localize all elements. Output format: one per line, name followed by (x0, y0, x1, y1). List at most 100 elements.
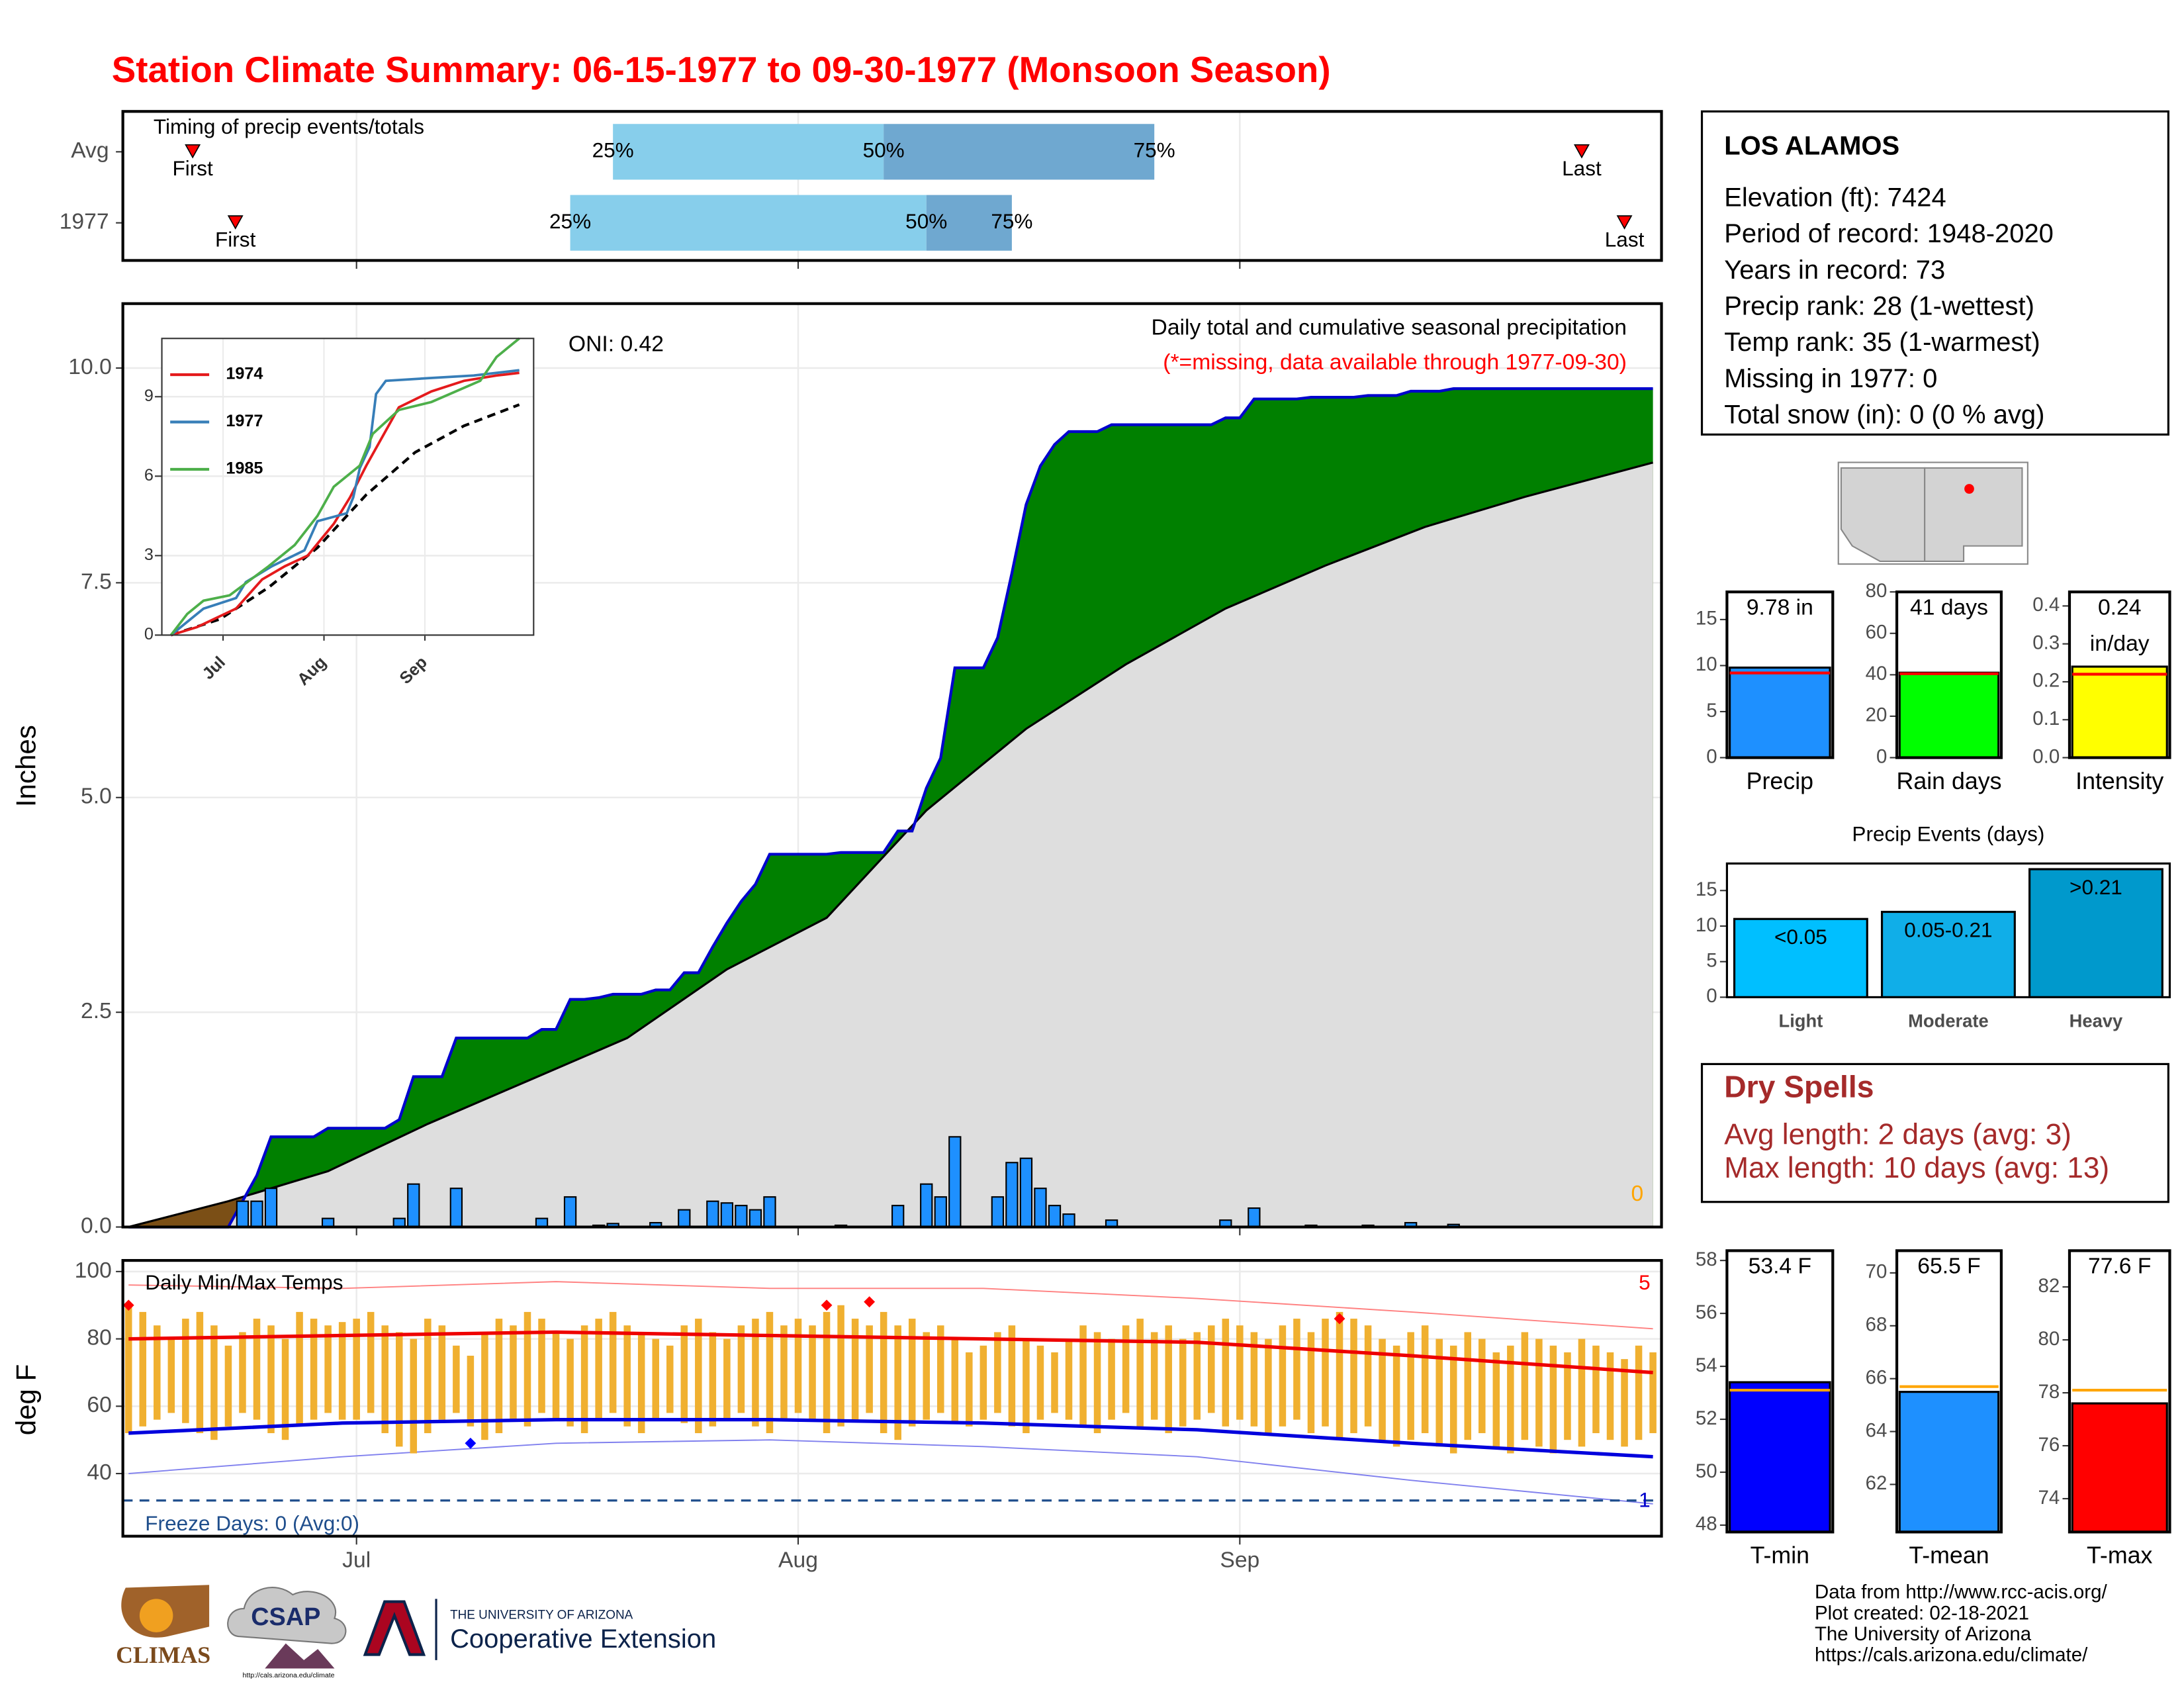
legend-label: 1977 (226, 412, 263, 430)
temp-bar (1136, 1319, 1144, 1427)
footer-line: https://cals.arizona.edu/climate/ (1815, 1644, 2088, 1665)
temp-bar (937, 1325, 944, 1413)
x-tick-label: Sep (1220, 1548, 1259, 1572)
y-tick-label: 50 (1696, 1460, 1717, 1482)
temp-bar (880, 1311, 887, 1434)
record-marker (465, 1437, 477, 1449)
y-tick-label: 0.0 (2032, 745, 2060, 767)
y-tick-label: 60 (1866, 622, 1888, 643)
daily-bar (891, 1205, 905, 1228)
y-axis-label: Inches (11, 725, 42, 807)
temp-bar (552, 1332, 560, 1420)
quartile-label: 25% (549, 209, 591, 233)
x-label: Precip (1747, 768, 1813, 794)
y-tick-label: 54 (1696, 1354, 1717, 1376)
temp-bar (424, 1319, 432, 1434)
y-tick-label: 78 (2038, 1381, 2060, 1403)
temp-bar (1592, 1345, 1600, 1434)
temp-bar (124, 1305, 132, 1434)
average-area (128, 462, 1653, 1227)
y-tick-label: 3 (144, 545, 154, 564)
temp-bar (1236, 1325, 1244, 1420)
record-low-line (128, 1439, 1653, 1505)
state-map (1837, 461, 2028, 565)
new-mexico (1924, 467, 2023, 562)
y-tick-label: 80 (2038, 1328, 2060, 1350)
temp-bar (1507, 1345, 1514, 1454)
temp-bar (1193, 1332, 1201, 1420)
station-line: Missing in 1977: 0 (1724, 364, 1937, 393)
temp-bar (1051, 1352, 1058, 1413)
y-tick-label: 10 (1696, 653, 1717, 675)
station-line: Precip rank: 28 (1-wettest) (1724, 292, 2034, 321)
temp-bar (780, 1325, 788, 1420)
y-tick-label: 76 (2038, 1434, 2060, 1456)
temp-bar (239, 1332, 246, 1413)
temp-bar (338, 1322, 346, 1420)
value-label: 0.24 (2098, 595, 2142, 620)
temp-bar (1108, 1338, 1115, 1420)
y-tick-label: 1977 (60, 210, 109, 234)
temp-bar (595, 1319, 602, 1420)
temp-bar (851, 1319, 859, 1420)
coop-text: Cooperative Extension (450, 1624, 716, 1654)
bar (2028, 868, 2163, 999)
y-tick-label: 5 (1706, 949, 1717, 971)
station-line: Period of record: 1948-2020 (1724, 219, 2054, 248)
record-high-count: 5 (1639, 1270, 1651, 1294)
x-label: Intensity (2075, 768, 2163, 794)
temp-bar (1079, 1325, 1087, 1427)
csap-url: http://cals.arizona.edu/climate (243, 1671, 335, 1679)
logos: CLIMAS CSAP http://cals.arizona.edu/clim… (116, 1585, 716, 1679)
x-label: T-max (2087, 1542, 2152, 1569)
y-tick-label: 40 (1866, 663, 1888, 684)
csap-hills (265, 1643, 335, 1669)
temp-bar (1322, 1319, 1329, 1427)
y-tick-label: 0.1 (2032, 708, 2060, 729)
daily-bar (1019, 1157, 1033, 1228)
temp-bar (752, 1319, 759, 1427)
temp-bar (637, 1332, 645, 1434)
y-tick-label: 5.0 (81, 784, 112, 809)
temp-bar (1578, 1338, 1586, 1447)
temp-bar (1293, 1319, 1300, 1420)
y-tick-label: 0 (1706, 745, 1717, 767)
event-label: First (172, 156, 213, 180)
temp-bar (324, 1325, 332, 1413)
temp-bar (1464, 1332, 1472, 1440)
temp-bar (1008, 1325, 1016, 1427)
dry-spells-title: Dry Spells (1724, 1070, 1874, 1104)
temp-bar (1649, 1352, 1657, 1434)
quartile-label: 50% (905, 209, 947, 233)
y-tick-label: Avg (71, 138, 109, 163)
temp-bar (1336, 1311, 1343, 1440)
daily-bar (250, 1200, 263, 1228)
x-tick-label: Moderate (1908, 1011, 1989, 1031)
temp-bar (1364, 1325, 1372, 1427)
temp-bar (353, 1319, 360, 1420)
temp-bar (296, 1311, 303, 1427)
temp-bar (139, 1311, 147, 1427)
quartile-label: 25% (592, 138, 634, 162)
temp-bar (1307, 1332, 1315, 1434)
legend-label: 1985 (226, 459, 263, 478)
panel-frame (1725, 1249, 1835, 1534)
ua-text: THE UNIVERSITY OF ARIZONA (450, 1609, 633, 1622)
quartile-bar (884, 124, 1155, 180)
daily-bar (720, 1202, 734, 1228)
temp-bar (1621, 1359, 1628, 1447)
temp-bar (1449, 1345, 1457, 1454)
daily-bar (264, 1188, 278, 1228)
y-tick-label: 70 (1866, 1261, 1888, 1283)
event-label: Last (1562, 156, 1602, 180)
x-tick-label: Jul (342, 1548, 371, 1572)
temp-bar (979, 1345, 987, 1420)
daily-bar (948, 1136, 962, 1228)
temp-bar (1635, 1345, 1643, 1440)
value-label: 9.78 in (1747, 595, 1813, 620)
event-label: First (215, 227, 256, 251)
temp-bar (1250, 1332, 1258, 1427)
daily-bar (706, 1200, 719, 1228)
temp-bar (381, 1325, 388, 1434)
